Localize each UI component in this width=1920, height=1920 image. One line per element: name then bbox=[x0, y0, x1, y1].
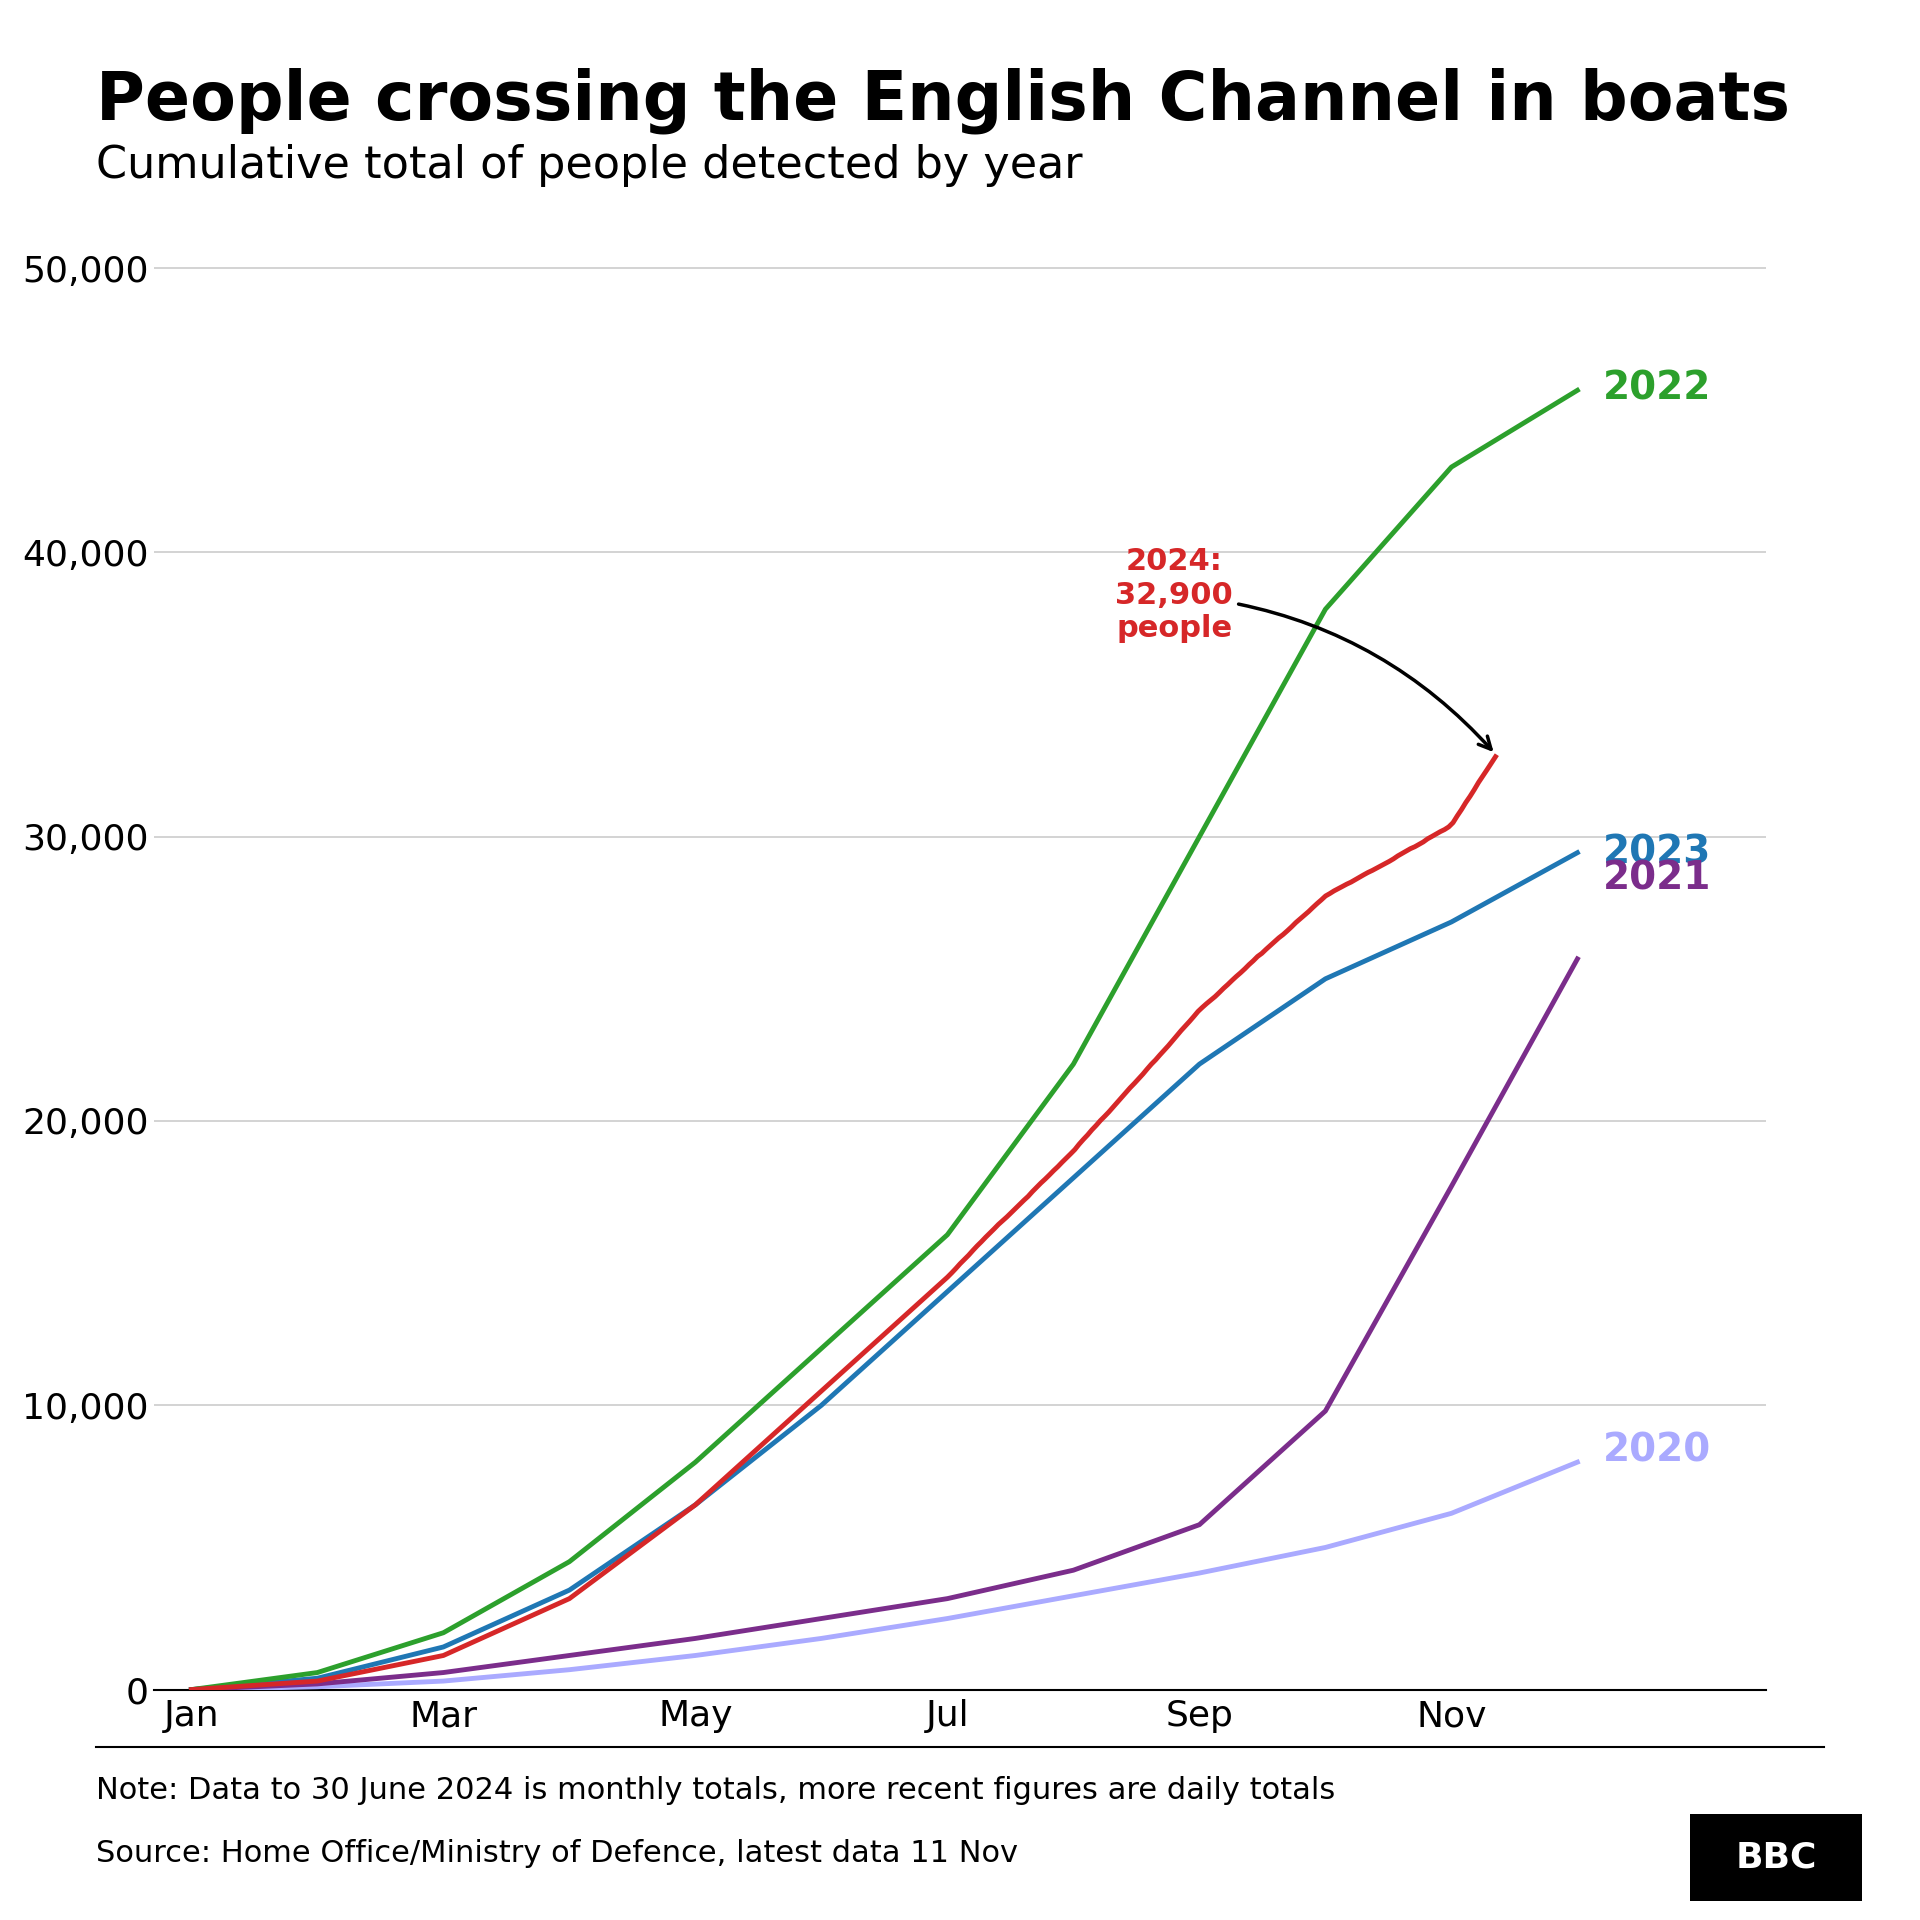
Text: 2022: 2022 bbox=[1603, 371, 1711, 407]
Text: BBC: BBC bbox=[1736, 1841, 1816, 1874]
Text: 2020: 2020 bbox=[1603, 1432, 1711, 1469]
Text: Source: Home Office/Ministry of Defence, latest data 11 Nov: Source: Home Office/Ministry of Defence,… bbox=[96, 1839, 1018, 1868]
Text: 2024:
32,900
people: 2024: 32,900 people bbox=[1116, 547, 1492, 749]
Text: 2023: 2023 bbox=[1603, 833, 1711, 872]
Text: People crossing the English Channel in boats: People crossing the English Channel in b… bbox=[96, 67, 1789, 134]
Text: 2021: 2021 bbox=[1603, 860, 1711, 897]
Text: Cumulative total of people detected by year: Cumulative total of people detected by y… bbox=[96, 144, 1083, 186]
Text: Note: Data to 30 June 2024 is monthly totals, more recent figures are daily tota: Note: Data to 30 June 2024 is monthly to… bbox=[96, 1776, 1334, 1805]
